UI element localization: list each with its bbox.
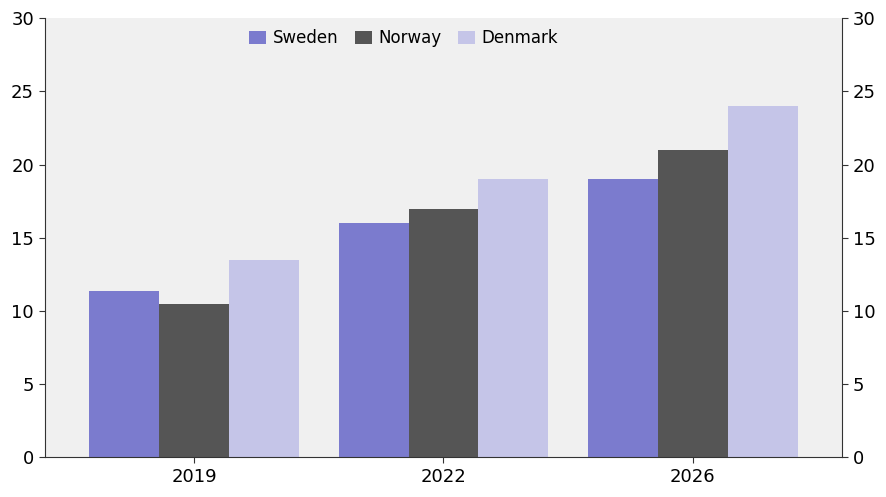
Bar [587, 179, 657, 457]
Bar [478, 179, 548, 457]
Bar [229, 260, 299, 457]
Bar [159, 304, 229, 457]
Bar [408, 209, 478, 457]
Bar [657, 150, 727, 457]
Legend: Sweden, Norway, Denmark: Sweden, Norway, Denmark [242, 22, 564, 54]
Bar [89, 291, 159, 457]
Bar [727, 106, 797, 457]
Bar [338, 223, 408, 457]
